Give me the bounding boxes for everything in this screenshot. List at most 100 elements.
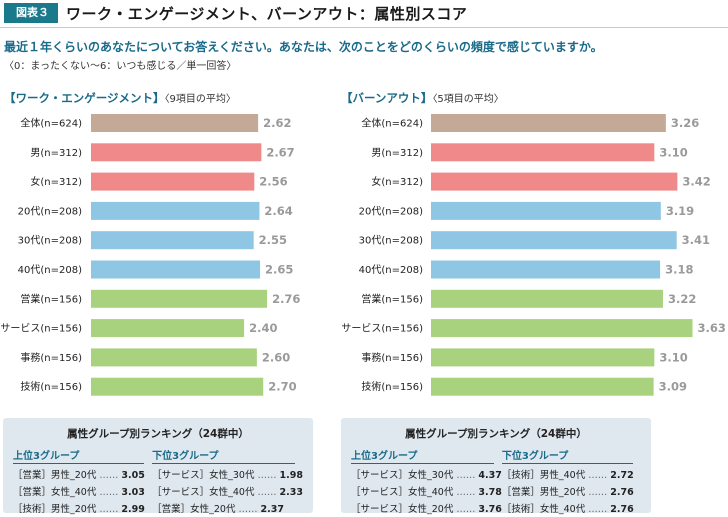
burnout-subtitle: 〈5項目の平均〉 [432, 94, 504, 105]
value-label: 3.09 [659, 380, 687, 394]
ranking-row: ［サービス］女性_40代 …… 3.78 [351, 484, 502, 501]
ranking-group: 女性_40代 [408, 487, 454, 498]
ranking-row: ［サービス］女性_30代 …… 4.37 [351, 467, 502, 484]
burnout-ranking-box: 属性グループ別ランキング（24群中） 上位3グループ ［サービス］女性_30代 … [341, 418, 651, 515]
category-label: 事務(n=156) [20, 351, 82, 364]
category-label: 女(n=312) [371, 175, 423, 188]
ranking-group: 女性_40代 [209, 487, 255, 498]
ranking-job: ［営業］ [13, 487, 52, 498]
ranking-row: ［営業］男性_20代 …… 3.05 [13, 467, 152, 484]
bar [431, 201, 661, 220]
value-label: 2.62 [263, 116, 291, 130]
top-groups-head: 上位3グループ [351, 447, 494, 464]
ranking-value: 2.33 [279, 487, 303, 498]
ranking-dots: …… [588, 504, 608, 515]
engagement-title: 【ワーク・エンゲージメント】 [4, 91, 165, 105]
ranking-job: ［営業］ [13, 470, 52, 481]
bar-charts: 全体(n=624) 2.62 男(n=312) 2.67 女(n=312) 2.56 20代… [0, 114, 726, 396]
ranking-row: ［サービス］女性_40代 …… 2.33 [152, 484, 303, 501]
ranking-row: ［技術］男性_20代 …… 2.99 [13, 501, 152, 517]
burnout-title: 【バーンアウト】 [341, 91, 433, 105]
category-label: 40代(n=208) [359, 264, 423, 276]
category-label: 男(n=312) [371, 147, 423, 159]
ranking-title: 属性グループ別ランキング（24群中） [405, 428, 587, 440]
ranking-dots: …… [456, 504, 476, 515]
ranking-job: ［サービス］ [152, 470, 210, 481]
ranking-row: ［サービス］女性_20代 …… 3.76 [351, 501, 502, 517]
figure-badge: 図表３ [4, 3, 58, 23]
category-label: サービス(n=156) [0, 323, 82, 335]
bar [431, 114, 666, 132]
ranking-row: ［営業］女性_20代 …… 2.37 [152, 501, 303, 517]
ranking-value: 2.37 [260, 504, 284, 515]
ranking-group: 女性_20代 [190, 504, 236, 515]
ranking-job: ［サービス］ [152, 487, 210, 498]
bar [91, 377, 264, 396]
value-label: 3.19 [666, 204, 694, 218]
value-label: 3.26 [671, 116, 699, 130]
category-label: 女(n=312) [30, 175, 82, 188]
value-label: 3.41 [682, 233, 710, 247]
figure-header: 図表３ ワーク・エンゲージメント、バーンアウト：属性別スコア [0, 0, 728, 26]
burnout-panel-title: 【バーンアウト】〈5項目の平均〉 [341, 90, 504, 106]
value-label: 3.10 [659, 350, 687, 364]
ranking-row: ［営業］男性_20代 …… 2.76 [502, 484, 641, 501]
value-label: 3.42 [682, 175, 710, 189]
header-divider [0, 27, 728, 28]
value-label: 3.10 [659, 145, 687, 159]
bar [431, 231, 677, 250]
category-label: 事務(n=156) [361, 351, 423, 364]
value-label: 2.60 [262, 350, 290, 364]
bar [431, 289, 663, 308]
survey-question: 最近１年くらいのあなたについてお答えください。あなたは、次のことをどのくらいの頻… [4, 40, 603, 54]
bar [431, 143, 655, 162]
ranking-dots: …… [456, 470, 476, 481]
ranking-group: 男性_20代 [51, 470, 97, 481]
ranking-group: 男性_20代 [539, 487, 586, 498]
bar [91, 319, 245, 338]
engagement-ranking-box: 属性グループ別ランキング（24群中） 上位3グループ ［営業］男性_20代 ……… [3, 418, 313, 515]
ranking-value: 3.78 [478, 487, 502, 498]
top-groups-head: 上位3グループ [13, 447, 145, 464]
top-groups: 上位3グループ ［サービス］女性_30代 …… 4.37 ［サービス］女性_40代… [351, 447, 502, 517]
ranking-value: 2.72 [610, 470, 634, 481]
bottom-groups: 下位3グループ ［サービス］女性_30代 …… 1.98 ［サービス］女性_40代… [152, 447, 303, 517]
category-label: 30代(n=208) [18, 235, 82, 247]
ranking-group: 女性_20代 [408, 504, 454, 515]
bar [431, 172, 678, 191]
ranking-value: 3.05 [121, 470, 145, 481]
value-label: 2.70 [268, 380, 296, 394]
ranking-dots: …… [99, 470, 119, 481]
bar [91, 143, 262, 162]
bottom-groups-head: 下位3グループ [152, 447, 295, 464]
category-label: 20代(n=208) [359, 205, 423, 217]
ranking-dots: …… [588, 487, 608, 498]
value-label: 2.65 [265, 263, 293, 277]
bar [431, 260, 661, 279]
ranking-dots: …… [238, 504, 258, 515]
ranking-job: ［サービス］ [351, 487, 409, 498]
ranking-row: ［技術］男性_40代 …… 2.72 [502, 467, 641, 484]
ranking-job: ［技術］ [13, 504, 52, 515]
ranking-group: 女性_30代 [209, 470, 255, 481]
bar [91, 260, 261, 279]
value-label: 2.64 [264, 204, 292, 218]
value-label: 3.63 [698, 321, 726, 335]
category-label: 技術(n=156) [361, 380, 423, 393]
ranking-value: 3.03 [121, 487, 145, 498]
category-label: 男(n=312) [30, 147, 82, 159]
bar [91, 231, 254, 250]
top-groups: 上位3グループ ［営業］男性_20代 …… 3.05 ［営業］女性_40代 …… … [13, 447, 152, 517]
engagement-subtitle: 〈9項目の平均〉 [164, 94, 236, 105]
bar [431, 377, 654, 396]
ranking-job: ［営業］ [501, 487, 540, 498]
category-label: 全体(n=624) [361, 117, 423, 130]
category-label: サービス(n=156) [341, 323, 423, 335]
ranking-group: 男性_20代 [51, 504, 97, 515]
value-label: 3.18 [665, 263, 693, 277]
ranking-group: 男性_40代 [539, 470, 586, 481]
bar [91, 201, 260, 220]
ranking-dots: …… [99, 487, 119, 498]
ranking-row: ［技術］女性_40代 …… 2.76 [502, 501, 641, 517]
ranking-row: ［サービス］女性_30代 …… 1.98 [152, 467, 303, 484]
